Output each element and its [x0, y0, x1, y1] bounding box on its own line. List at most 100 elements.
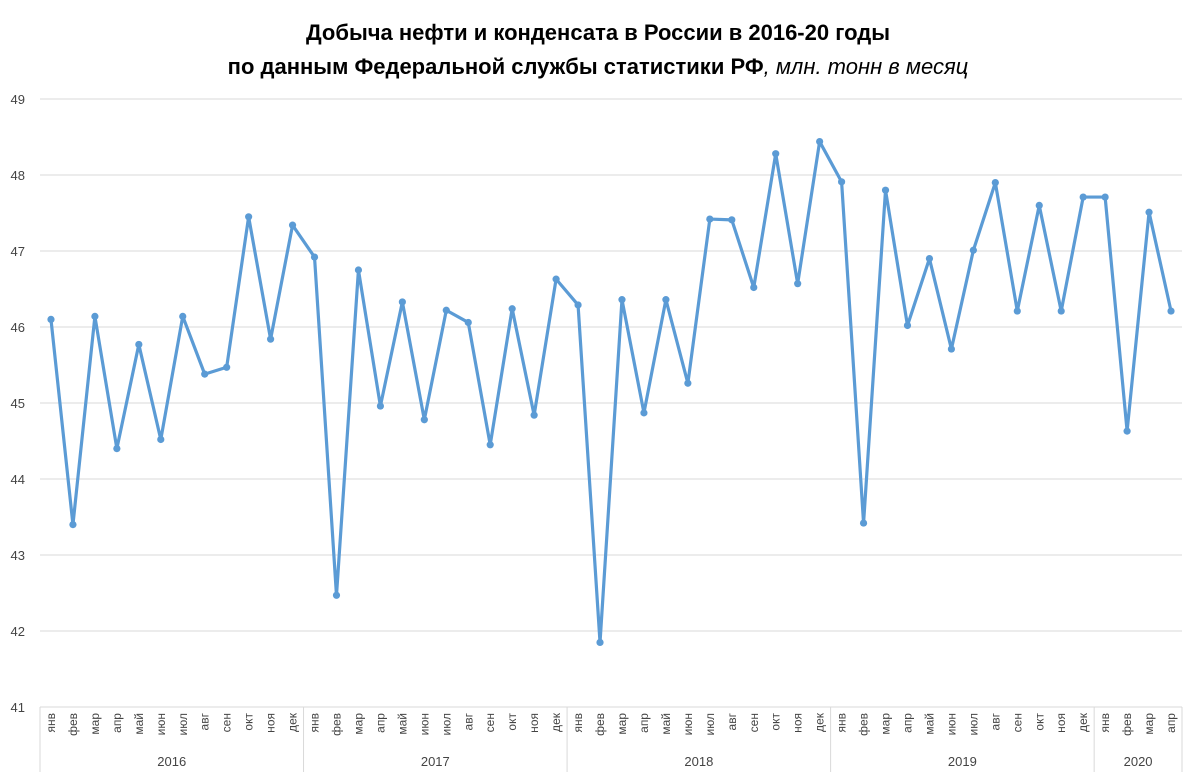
x-tick-label: авг — [461, 712, 475, 730]
y-axis-ticks: 41 42 43 44 45 46 47 48 49 — [11, 92, 25, 715]
data-point — [1145, 208, 1153, 216]
data-point — [903, 321, 912, 330]
x-year-label: 2019 — [948, 754, 977, 769]
data-point — [947, 345, 956, 353]
data-point — [640, 409, 648, 417]
x-tick-label: апр — [110, 713, 124, 733]
x-tick-label: июл — [176, 713, 190, 735]
x-tick-label: май — [659, 713, 673, 735]
data-point — [618, 296, 626, 304]
x-tick-label: авг — [198, 712, 212, 730]
series-line — [49, 139, 1173, 645]
x-tick-label: окт — [242, 713, 256, 731]
x-tick-label: июл — [966, 713, 980, 735]
x-tick-label: фев — [66, 713, 80, 736]
data-point — [859, 519, 868, 527]
x-tick-label: апр — [373, 713, 387, 733]
x-tick-label: апр — [900, 713, 914, 733]
x-year-label: 2016 — [157, 754, 186, 769]
data-point — [1057, 307, 1065, 315]
x-tick-label: ноя — [527, 713, 541, 733]
x-tick-label: июн — [417, 713, 431, 735]
x-tick-label: апр — [637, 713, 651, 733]
data-point — [135, 340, 143, 349]
x-tick-label: сен — [220, 713, 234, 732]
data-point — [91, 312, 99, 320]
x-tick-label: сен — [747, 713, 761, 732]
y-tick-label: 42 — [11, 624, 25, 639]
data-point — [552, 275, 560, 283]
x-tick-label: ноя — [1054, 713, 1068, 733]
y-tick-label: 44 — [11, 472, 25, 487]
data-point — [69, 521, 77, 529]
data-point — [1101, 193, 1109, 201]
data-point — [508, 305, 516, 313]
x-tick-label: янв — [1098, 713, 1112, 733]
data-point — [179, 312, 187, 320]
x-tick-label: фев — [593, 713, 607, 736]
x-tick-label: мар — [615, 713, 629, 735]
data-point — [486, 441, 494, 449]
x-tick-label: мар — [879, 713, 893, 735]
x-tick-label: окт — [769, 713, 783, 731]
x-year-label: 2020 — [1124, 754, 1153, 769]
data-point — [332, 591, 341, 599]
data-point — [201, 370, 209, 378]
x-tick-label: июл — [439, 713, 453, 735]
data-point — [816, 137, 824, 146]
x-tick-label: ноя — [791, 713, 805, 733]
x-tick-label: янв — [835, 713, 849, 733]
data-point — [1123, 427, 1131, 435]
data-point — [310, 253, 319, 261]
chart-title-units: , млн. тонн в месяц — [764, 54, 969, 79]
x-tick-label: дек — [549, 712, 563, 732]
chart-title-line2: по данным Федеральной службы статистики … — [228, 54, 969, 79]
x-tick-label: окт — [505, 713, 519, 731]
data-point — [728, 216, 736, 224]
x-tick-label: окт — [1032, 713, 1046, 731]
y-tick-label: 41 — [11, 700, 25, 715]
y-tick-label: 48 — [11, 168, 25, 183]
data-point — [288, 221, 297, 229]
data-point — [223, 363, 231, 371]
chart-title-line2-bold: по данным Федеральной службы статистики … — [228, 54, 764, 79]
y-tick-label: 45 — [11, 396, 25, 411]
data-point — [245, 213, 253, 221]
data-point — [398, 298, 406, 306]
x-tick-label: мар — [351, 713, 365, 735]
data-series — [47, 137, 1175, 647]
data-point — [881, 186, 890, 194]
y-tick-label: 43 — [11, 548, 25, 563]
y-tick-label: 47 — [11, 244, 25, 259]
x-tick-label: дек — [286, 712, 300, 732]
x-tick-label: янв — [44, 713, 58, 733]
y-tick-label: 49 — [11, 92, 25, 107]
data-point — [1035, 201, 1043, 209]
x-tick-label: июн — [154, 713, 168, 735]
data-point — [354, 266, 363, 274]
chart-title-line1: Добыча нефти и конденсата в России в 201… — [306, 20, 890, 45]
x-tick-label: дек — [1076, 712, 1090, 732]
x-tick-label: фев — [1120, 713, 1134, 736]
x-tick-label: фев — [329, 713, 343, 736]
x-year-label: 2017 — [421, 754, 450, 769]
data-point — [464, 318, 472, 327]
x-tick-label: сен — [1010, 713, 1024, 732]
data-point — [157, 435, 165, 444]
x-tick-label: апр — [1164, 713, 1178, 733]
data-point — [969, 246, 977, 254]
x-axis: янв фев мар апр май июн июл авг сен окт ноя дек2016… — [39, 707, 1183, 772]
data-point — [837, 178, 846, 186]
x-tick-label: фев — [857, 713, 871, 736]
x-tick-label: сен — [483, 713, 497, 732]
x-tick-label: мар — [88, 713, 102, 735]
data-point — [420, 416, 428, 424]
data-point — [1079, 193, 1087, 201]
data-point — [794, 280, 802, 288]
x-tick-label: ноя — [264, 713, 278, 733]
data-point — [662, 296, 670, 304]
data-point — [442, 306, 450, 314]
x-tick-label: май — [922, 713, 936, 735]
data-point — [596, 638, 604, 647]
